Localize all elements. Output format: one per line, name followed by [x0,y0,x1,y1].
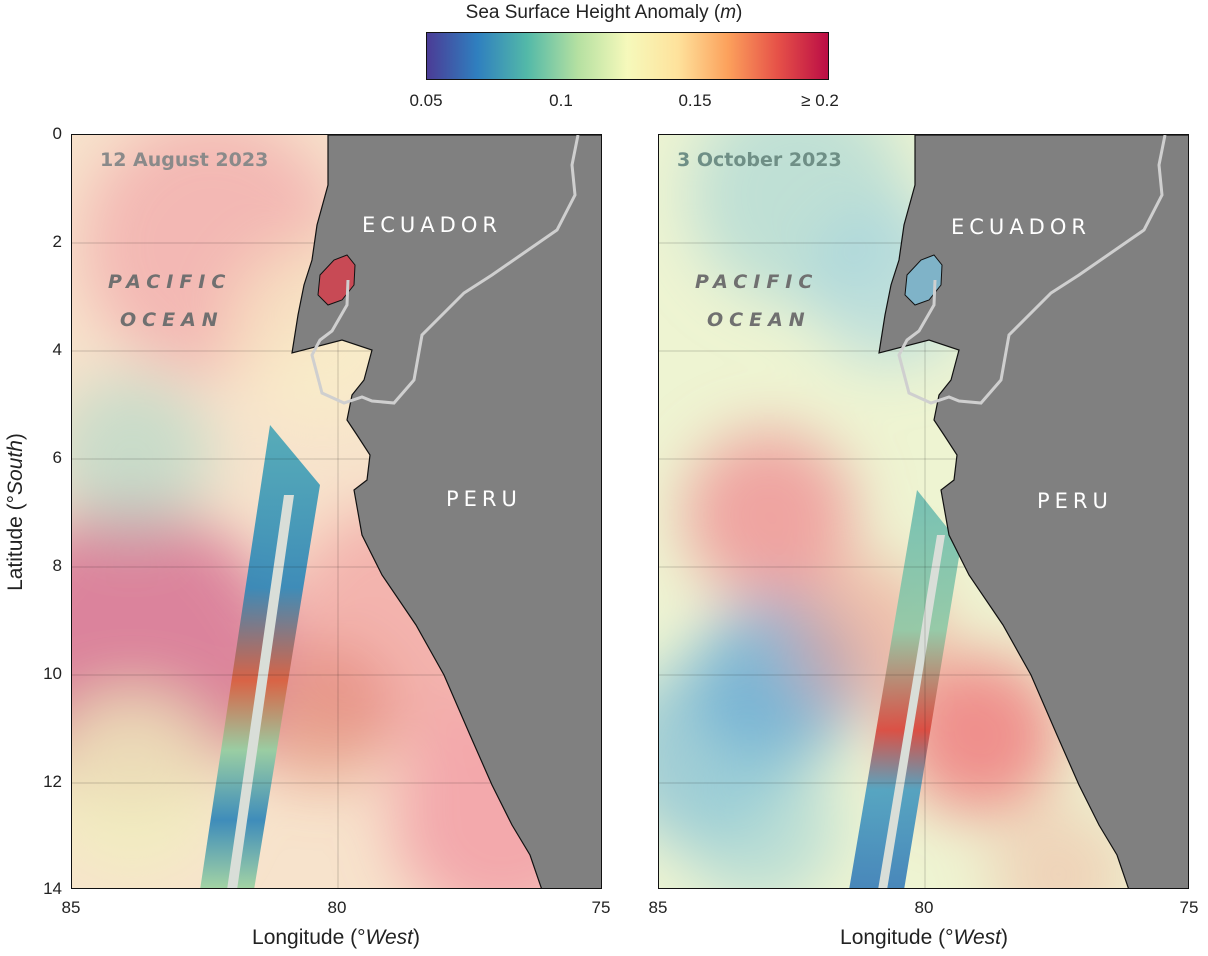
y-tick: 8 [52,556,62,575]
y-tick: 6 [52,448,62,467]
y-tick: 0 [52,124,62,143]
y-tick: 12 [43,772,62,791]
ssh-anomaly-blob [989,805,1129,888]
ssh-anomaly-blob [72,375,212,535]
x-tick: 75 [591,898,611,917]
country-border [310,135,580,405]
swath-nadir-gap [878,535,945,888]
ocean-label: PACIFIC [108,271,232,293]
y-tick: 10 [43,664,62,683]
ssh-anomaly-blob [72,695,222,875]
x-tick: 85 [648,898,668,917]
land-mass [878,135,1188,888]
country-label-peru: PERU [446,487,522,511]
x-axis-label: Longitude (°West) [840,926,1008,949]
ssh-anomaly-blob [679,745,839,888]
colorbar [426,32,829,80]
ocean-label: OCEAN [120,309,224,331]
panel-date: 3 October 2023 [677,149,842,171]
y-tick: 4 [52,340,62,359]
country-border [897,135,1167,405]
ssh-field [659,135,1129,888]
country-label-ecuador: ECUADOR [951,215,1091,239]
gulf-of-guayaquil [317,254,356,306]
colorbar-tick: 0.1 [549,91,573,110]
x-tick: 75 [1179,898,1199,917]
ssh-anomaly-blob [684,430,854,600]
map-panel-october: 3 October 2023 PACIFIC OCEAN ECUADOR PER… [658,134,1189,889]
ocean-label: OCEAN [707,309,811,331]
country-label-ecuador: ECUADOR [362,213,502,237]
colorbar-tick: 0.15 [678,91,712,110]
ssh-anomaly-blob [899,655,1059,815]
x-tick: 85 [61,898,81,917]
x-tick: 80 [914,898,934,917]
swath-nadir-gap [227,495,294,888]
panel-date: 12 August 2023 [100,149,269,171]
country-label-peru: PERU [1037,489,1113,513]
map-canvas [72,135,601,888]
x-axis-label: Longitude (°West) [252,926,420,949]
colorbar-title: Sea Surface Height Anomaly (m) [465,2,743,23]
colorbar-tick: 0.05 [409,91,443,110]
ocean-label: PACIFIC [695,271,819,293]
map-canvas [659,135,1188,888]
gulf-of-guayaquil [904,254,943,306]
y-tick: 2 [52,232,62,251]
colorbar-tick: ≥ 0.2 [801,91,839,110]
x-tick: 80 [327,898,347,917]
land-mass [291,135,601,888]
map-panel-august: 12 August 2023 PACIFIC OCEAN ECUADOR PER… [71,134,602,889]
y-tick: 14 [43,879,62,898]
satellite-swath [200,425,320,888]
